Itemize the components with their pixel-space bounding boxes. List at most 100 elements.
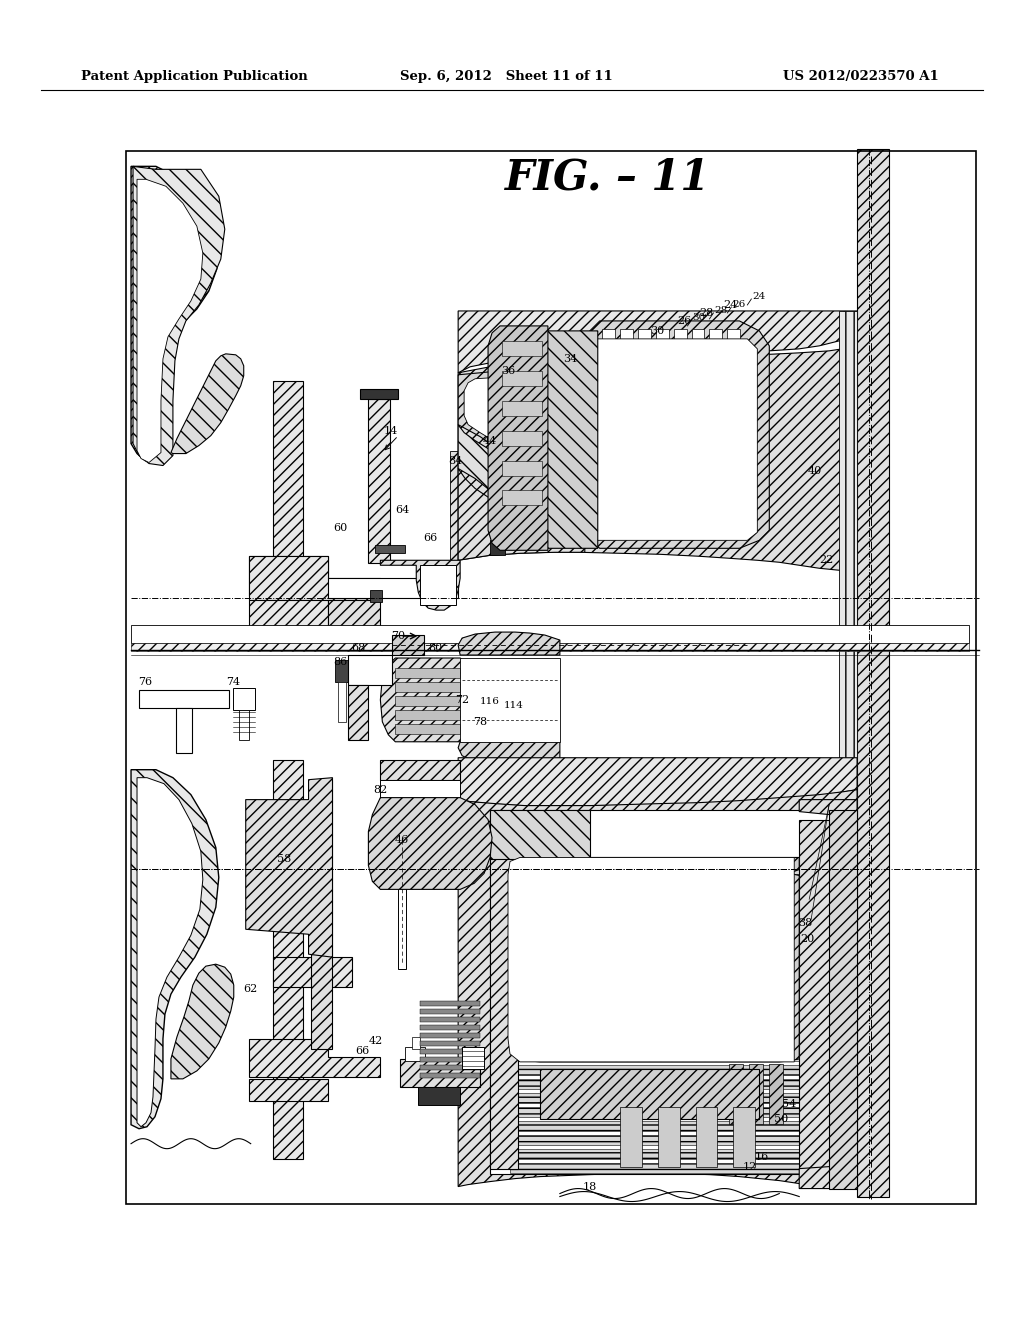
Bar bbox=[540, 1069, 760, 1119]
Polygon shape bbox=[464, 375, 573, 475]
Text: FIG. – 11: FIG. – 11 bbox=[505, 156, 711, 198]
Polygon shape bbox=[520, 858, 799, 1061]
Polygon shape bbox=[395, 710, 460, 719]
Bar bbox=[348, 655, 392, 685]
Bar bbox=[510, 1065, 799, 1074]
Text: 26: 26 bbox=[678, 315, 692, 326]
Bar bbox=[733, 1106, 756, 1167]
Bar bbox=[510, 1135, 799, 1144]
Bar bbox=[510, 1106, 799, 1117]
Bar bbox=[462, 1047, 484, 1069]
Polygon shape bbox=[137, 180, 203, 462]
Polygon shape bbox=[395, 696, 460, 706]
Bar bbox=[272, 957, 352, 987]
Text: 24: 24 bbox=[753, 293, 766, 301]
Bar bbox=[502, 341, 542, 356]
Bar bbox=[420, 1073, 480, 1078]
Bar bbox=[729, 1064, 743, 1123]
Bar bbox=[413, 1038, 420, 1049]
Polygon shape bbox=[458, 789, 857, 1188]
Text: 78: 78 bbox=[473, 717, 487, 727]
Polygon shape bbox=[380, 657, 480, 742]
Text: Sep. 6, 2012   Sheet 11 of 11: Sep. 6, 2012 Sheet 11 of 11 bbox=[400, 70, 613, 83]
Polygon shape bbox=[508, 858, 795, 1061]
Bar bbox=[380, 760, 460, 780]
Text: 28: 28 bbox=[715, 306, 728, 315]
Polygon shape bbox=[171, 354, 244, 454]
Text: 86: 86 bbox=[334, 657, 347, 667]
Bar bbox=[126, 152, 976, 1204]
Bar bbox=[502, 371, 542, 385]
Polygon shape bbox=[799, 800, 857, 1188]
Bar bbox=[502, 401, 542, 416]
Bar bbox=[510, 1121, 799, 1131]
Text: 68: 68 bbox=[351, 643, 366, 653]
Polygon shape bbox=[249, 1039, 380, 1077]
Polygon shape bbox=[458, 371, 580, 484]
Bar bbox=[249, 556, 329, 578]
Text: 44: 44 bbox=[483, 436, 498, 446]
Polygon shape bbox=[530, 331, 598, 548]
Polygon shape bbox=[458, 425, 580, 533]
Bar bbox=[400, 1059, 480, 1086]
Text: 34: 34 bbox=[563, 354, 577, 364]
Bar bbox=[510, 1078, 799, 1089]
Bar bbox=[620, 1106, 642, 1167]
Bar bbox=[510, 1093, 799, 1102]
Text: 18: 18 bbox=[583, 1181, 597, 1192]
Text: 114: 114 bbox=[504, 701, 524, 710]
Bar bbox=[502, 491, 542, 506]
Polygon shape bbox=[458, 346, 857, 570]
Text: 58: 58 bbox=[278, 854, 292, 865]
Text: 60: 60 bbox=[334, 523, 347, 533]
Bar bbox=[310, 780, 333, 1049]
Bar bbox=[360, 388, 398, 399]
Text: 82: 82 bbox=[373, 784, 387, 795]
Bar bbox=[510, 1163, 799, 1172]
Bar bbox=[176, 708, 191, 752]
Bar bbox=[420, 1008, 480, 1014]
Polygon shape bbox=[246, 777, 333, 957]
Bar bbox=[691, 329, 705, 539]
Bar bbox=[510, 981, 799, 991]
Text: 40: 40 bbox=[807, 466, 821, 475]
Bar bbox=[420, 1034, 480, 1038]
Bar bbox=[376, 545, 406, 553]
Bar bbox=[272, 760, 302, 1159]
Text: 66: 66 bbox=[423, 533, 437, 544]
Text: 116: 116 bbox=[480, 697, 500, 706]
Bar bbox=[451, 450, 458, 581]
Bar bbox=[249, 578, 329, 597]
Bar bbox=[336, 660, 349, 682]
Polygon shape bbox=[137, 777, 203, 1127]
Bar bbox=[510, 925, 799, 936]
Text: 20: 20 bbox=[800, 935, 814, 944]
Bar bbox=[369, 399, 390, 564]
Bar bbox=[329, 601, 380, 630]
Text: 16: 16 bbox=[755, 1151, 768, 1162]
Bar bbox=[139, 690, 228, 708]
Bar bbox=[232, 688, 255, 710]
Bar bbox=[502, 430, 542, 446]
Bar bbox=[420, 1041, 480, 1045]
Bar bbox=[420, 1049, 480, 1053]
Bar bbox=[460, 657, 560, 742]
Polygon shape bbox=[395, 668, 460, 678]
Bar bbox=[420, 1001, 480, 1006]
Polygon shape bbox=[590, 339, 758, 540]
Text: 84: 84 bbox=[449, 455, 462, 466]
Bar bbox=[392, 635, 424, 655]
Bar bbox=[510, 953, 799, 964]
Bar bbox=[398, 829, 407, 969]
Bar bbox=[638, 329, 650, 539]
Polygon shape bbox=[171, 964, 233, 1078]
Polygon shape bbox=[131, 770, 219, 1129]
Bar bbox=[602, 329, 614, 539]
Text: 54: 54 bbox=[782, 1098, 797, 1109]
Bar bbox=[510, 1148, 799, 1159]
Polygon shape bbox=[458, 312, 857, 372]
Bar bbox=[131, 626, 969, 643]
Bar bbox=[657, 1106, 680, 1167]
Polygon shape bbox=[458, 632, 560, 655]
Text: 28: 28 bbox=[699, 308, 714, 318]
